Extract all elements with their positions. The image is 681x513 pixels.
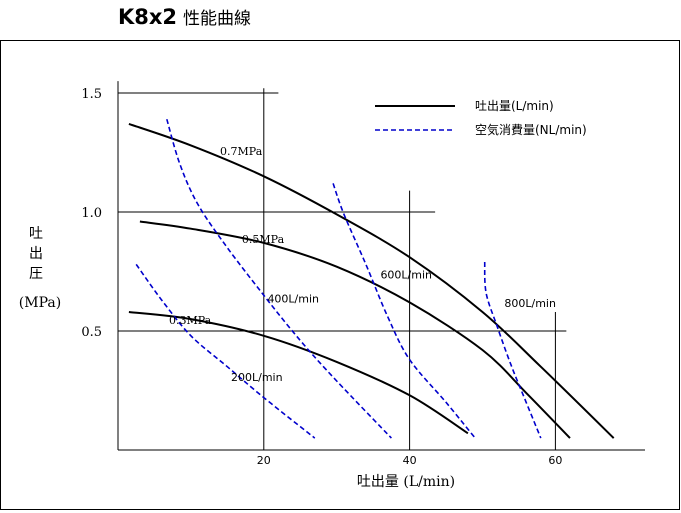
air-curve-label: 200L/min [231,371,283,384]
pressure-curve-0.7MPa [128,122,615,439]
air-curve-200L/min [135,263,316,439]
pressure-curve-0.3MPa [128,311,469,435]
pressure-curve-0.5MPa [139,220,571,439]
grid-lines [118,88,567,450]
x-tick-label: 40 [403,454,417,467]
y-tick-label: 1.0 [81,206,102,221]
label-layer: 0.7MPa 0.5MPa 0.3MPa 200L/min 400L/min 600L/m… [169,145,556,384]
pressure-curve-label: 0.7MPa [220,145,263,158]
page-title: K8x2 性能曲線 [118,4,251,29]
y-axis-unit: (MPa) [19,295,61,311]
air-curve-800L/min [483,261,542,439]
chart-title-model: K8x2 [118,5,178,29]
x-tick-label: 20 [257,454,271,467]
air-curve-400L/min [166,118,392,439]
x-axis-title: 吐出量 (L/min) [357,474,455,490]
y-tick-label: 0.5 [81,325,102,340]
air-curve-label: 400L/min [267,292,319,305]
pressure-curve-label: 0.3MPa [169,314,212,327]
x-tick-label: 60 [548,454,562,467]
legend: 吐出量(L/min) 空気消費量(NL/min) [375,99,587,137]
air-curve-label: 600L/min [380,269,432,282]
y-axis-title-char: 吐 [29,226,43,242]
pressure-curve-label: 0.5MPa [242,233,285,246]
legend-label: 吐出量(L/min) [475,99,554,113]
plot-axes: 0.5 1.0 1.5 20 40 60 吐出量 (L/min) 吐出圧 (MPa) [19,81,645,490]
chart-frame [0,40,680,510]
air-curve-label: 800L/min [504,297,556,310]
air-curve-600L/min [332,183,476,439]
legend-label: 空気消費量(NL/min) [475,122,587,137]
y-axis-title-char: 圧 [29,266,43,282]
y-axis-title-char: 出 [29,246,43,262]
chart-title-subtitle: 性能曲線 [183,9,252,29]
curve-layer [128,118,615,439]
y-tick-label: 1.5 [81,87,102,102]
